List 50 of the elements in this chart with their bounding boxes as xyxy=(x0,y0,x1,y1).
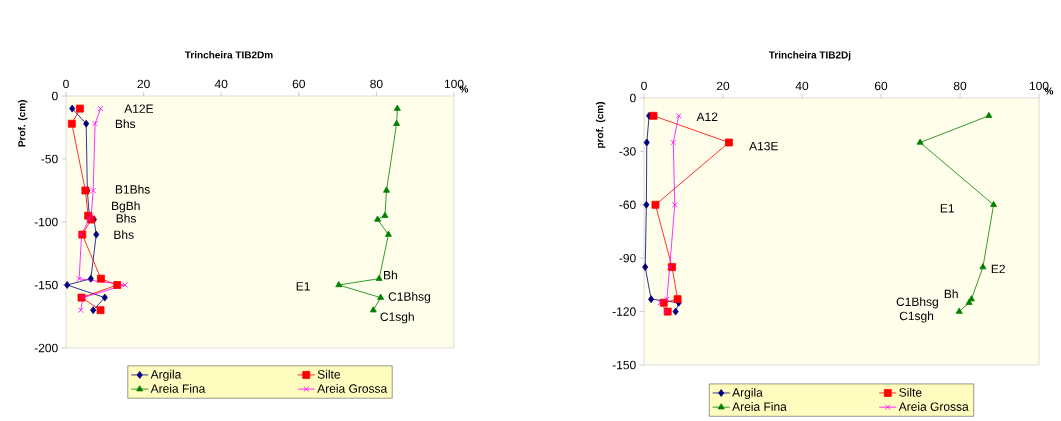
x-tick-label: 20 xyxy=(137,79,150,89)
chart-title: Trincheira TIB2Dj xyxy=(768,51,851,61)
annotation: BgBh xyxy=(112,201,140,213)
y-tick-label: -100 xyxy=(34,217,58,227)
x-tick-label: 80 xyxy=(953,81,967,91)
annotation: E1 xyxy=(940,204,954,213)
x-tick-label: 0 xyxy=(63,79,69,89)
y-axis-title: Prof. (cm) xyxy=(18,100,28,147)
legend-label: Argila xyxy=(150,369,182,382)
x-tick-label: 40 xyxy=(795,81,809,91)
annotation: Bh xyxy=(944,289,958,299)
x-tick-label: 20 xyxy=(716,81,730,91)
annotation: E1 xyxy=(296,282,310,291)
legend-label: Silte xyxy=(899,387,922,397)
y-tick-label: -60 xyxy=(619,200,636,210)
y-tick-label: -30 xyxy=(619,147,636,156)
annotation: C1sgh xyxy=(380,312,414,324)
y-tick-label: 0 xyxy=(52,91,58,101)
y-tick-label: -120 xyxy=(612,307,636,316)
annotation: E2 xyxy=(991,264,1005,274)
x-tick-label: 60 xyxy=(292,79,306,89)
y-tick-label: 0 xyxy=(630,93,636,103)
legend-label: Areia Fina xyxy=(150,384,206,393)
y-tick-label: -200 xyxy=(34,343,58,353)
annotation: Bhs xyxy=(114,230,134,239)
annotation: B1Bhs xyxy=(115,184,150,194)
x-tick-label: 60 xyxy=(874,81,888,91)
legend-label: Areia Fina xyxy=(732,402,787,411)
y-tick-label: -150 xyxy=(612,360,636,370)
annotation: A12E xyxy=(124,104,154,113)
legend-label: Silte xyxy=(317,369,340,379)
chart-title: Trincheira TIB2Dm xyxy=(184,51,273,59)
legend-label: Argila xyxy=(732,387,763,400)
y-tick-label: -90 xyxy=(619,253,636,263)
legend-label: Areia Grossa xyxy=(317,384,388,393)
x-tick-label: 0 xyxy=(641,81,647,91)
x-tick-label: 80 xyxy=(370,79,383,89)
y-tick-label: -50 xyxy=(41,154,58,164)
x-tick-label: 40 xyxy=(214,79,228,89)
annotation: Bhs xyxy=(116,213,136,223)
annotation: Bh xyxy=(384,270,397,280)
annotation: C1Bhsg xyxy=(388,292,430,304)
legend-label: Areia Grossa xyxy=(898,402,969,411)
y-tick-label: -150 xyxy=(34,280,58,290)
annotation: C1Bhsg xyxy=(896,297,938,309)
y-axis-title: prof. (cm) xyxy=(596,102,606,148)
annotation: Bhs xyxy=(115,119,136,129)
annotation: A12 xyxy=(696,112,718,121)
annotation: C1sgh xyxy=(899,311,934,323)
annotation: A13E xyxy=(749,141,778,151)
